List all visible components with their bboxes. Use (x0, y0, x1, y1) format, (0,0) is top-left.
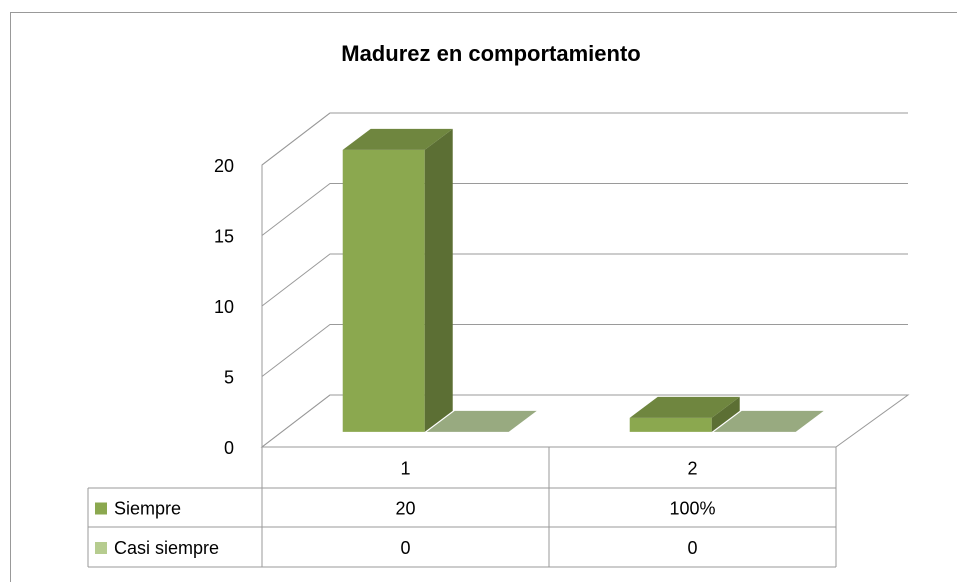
y-tick-label: 10 (214, 297, 234, 317)
legend-label: Siempre (114, 498, 181, 518)
data-label: 0 (400, 538, 410, 558)
bar-floor (713, 410, 824, 432)
y-tick-label: 0 (224, 438, 234, 458)
bar-top (342, 128, 453, 150)
legend-swatch (95, 542, 107, 554)
x-tick-label: 1 (400, 458, 410, 478)
bar-front (342, 149, 425, 432)
x-tick-label: 2 (687, 458, 697, 478)
bar (629, 396, 740, 432)
grid-line (261, 112, 908, 166)
bar-side (711, 396, 740, 432)
chart-frame (10, 12, 957, 582)
bar (342, 128, 453, 432)
grid-line (261, 183, 908, 236)
legend-label: Casi siempre (114, 538, 219, 558)
data-label: 20 (395, 498, 415, 518)
bar-top (629, 396, 740, 418)
y-tick-label: 20 (214, 156, 234, 176)
bar (713, 410, 824, 432)
data-label: 0 (687, 538, 697, 558)
grid-line (261, 324, 908, 377)
bar-side (424, 128, 453, 432)
grid-line (261, 394, 908, 448)
chart-title: Madurez en comportamiento (341, 41, 640, 66)
bar-floor (426, 410, 537, 432)
legend-swatch (95, 502, 107, 515)
bar (426, 410, 537, 432)
grid-line (261, 253, 908, 307)
bar-front (629, 417, 712, 432)
y-tick-label: 5 (224, 367, 234, 387)
data-label: 100% (669, 498, 715, 518)
y-tick-label: 15 (214, 226, 234, 246)
